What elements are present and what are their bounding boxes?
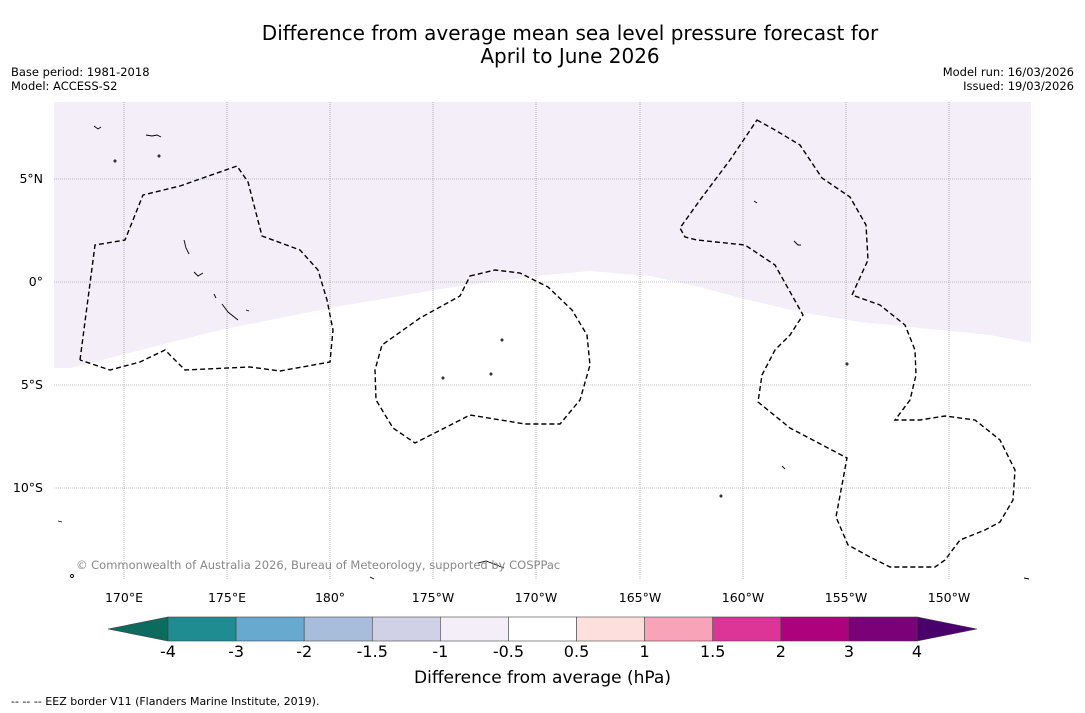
lat-label-5n: 5°N — [19, 171, 43, 186]
title-line-1: Difference from average mean sea level p… — [261, 21, 879, 45]
eez-border-kiribati-gilberts — [79, 165, 334, 372]
island — [719, 494, 723, 498]
island — [369, 576, 375, 580]
eez-border-line-islands — [679, 119, 1016, 568]
island — [70, 574, 74, 578]
island — [781, 465, 786, 470]
lon-label-175w: 175°W — [412, 590, 454, 605]
colorbar-tick-label: 0.5 — [563, 642, 590, 661]
colorbar-title: Difference from average (hPa) — [414, 668, 671, 688]
eez-borders — [79, 119, 1016, 568]
lon-label-175e: 175°E — [208, 590, 246, 605]
island — [157, 154, 161, 158]
island — [441, 376, 445, 380]
lat-label-0: 0° — [29, 274, 43, 289]
colorbar-tick-label: 3 — [843, 642, 854, 661]
base-period: Base period: 1981-2018 — [11, 65, 150, 79]
island — [145, 134, 162, 138]
island — [753, 200, 758, 204]
island — [500, 338, 504, 342]
island — [183, 239, 190, 255]
lon-label-160w: 160°W — [722, 590, 764, 605]
colorbar-tick-label: -0.5 — [492, 642, 525, 661]
issued-date: Issued: 19/03/2026 — [963, 79, 1074, 93]
colorbar-tick-label: -1 — [432, 642, 449, 661]
colorbar-tick-label: -2 — [296, 642, 313, 661]
anomaly-fill-lavender — [54, 102, 1031, 368]
colorbar-tick-label: 2 — [775, 642, 786, 661]
chart-title: Difference from average mean sea level p… — [0, 22, 1085, 68]
meta-right: Model run: 16/03/2026 Issued: 19/03/2026 — [943, 65, 1074, 93]
island — [489, 372, 493, 376]
colorbar-tick-label: 1.5 — [699, 642, 726, 661]
island — [477, 560, 505, 569]
island — [793, 240, 801, 246]
colorbar-bin — [848, 616, 918, 642]
model-name: Model: ACCESS-S2 — [11, 79, 118, 93]
eez-border-phoenix — [374, 269, 591, 444]
colorbar-tick-label: 1 — [639, 642, 650, 661]
colorbar-bin — [712, 616, 782, 642]
model-run: Model run: 16/03/2026 — [942, 65, 1074, 79]
colorbar-over-arrow — [916, 616, 978, 642]
colorbar-bin — [576, 616, 645, 642]
colorbar-tick-label: -4 — [160, 642, 176, 661]
colorbar-bin — [644, 616, 714, 642]
longitude-labels: 170°E 175°E 180° 175°W 170°W 165°W 160°W… — [105, 590, 970, 605]
island — [93, 125, 102, 130]
island — [245, 309, 250, 312]
island — [845, 362, 849, 366]
colorbar-tick-label: -3 — [228, 642, 245, 661]
colorbar-bin — [780, 616, 850, 642]
latitude-labels: 5°N 0° 5°S 10°S — [13, 171, 43, 495]
colorbar-under-arrow — [107, 616, 169, 642]
colorbar-bin — [303, 616, 373, 642]
colorbar-bin — [371, 616, 441, 642]
title-line-2: April to June 2026 — [480, 44, 660, 68]
colorbar-bin — [440, 616, 509, 642]
lat-label-5s: 5°S — [21, 377, 43, 392]
lon-label-170e: 170°E — [105, 590, 143, 605]
colorbar — [107, 616, 978, 642]
graticule — [54, 102, 1031, 580]
lon-label-155w: 155°W — [825, 590, 867, 605]
lon-label-150w: 150°W — [928, 590, 970, 605]
lon-label-180: 180° — [315, 590, 345, 605]
island — [193, 271, 204, 277]
copyright-notice: © Commonwealth of Australia 2026, Bureau… — [76, 558, 561, 572]
island — [221, 303, 239, 321]
islands — [57, 125, 1030, 580]
colorbar-tick-label: -1.5 — [356, 642, 388, 661]
meta-left: Base period: 1981-2018 Model: ACCESS-S2 — [11, 65, 150, 93]
colorbar-bin — [167, 616, 237, 642]
colorbar-bin — [235, 616, 305, 642]
island — [213, 293, 217, 299]
colorbar-bin — [508, 616, 577, 642]
eez-legend: -- -- -- EEZ border V11 (Flanders Marine… — [11, 695, 320, 708]
island — [57, 520, 63, 523]
lat-label-10s: 10°S — [13, 480, 43, 495]
island — [113, 159, 117, 163]
lon-label-165w: 165°W — [619, 590, 661, 605]
colorbar-tick-label: 4 — [911, 642, 923, 661]
lon-label-170w: 170°W — [515, 590, 557, 605]
island — [1023, 577, 1030, 580]
